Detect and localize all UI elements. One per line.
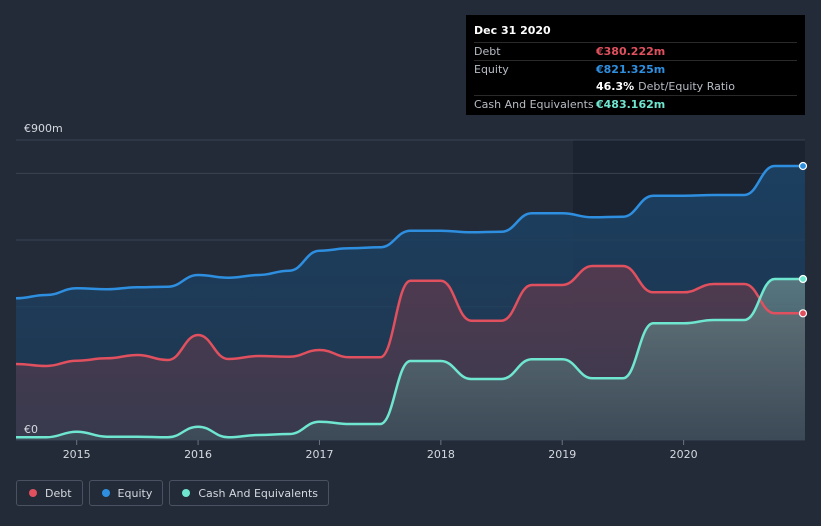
cash-line [16,277,805,439]
debt-line [15,264,805,368]
tooltip-panel: Dec 31 2020 Debt €380.222m Equity €821.3… [466,15,805,115]
cash-dot-icon [182,489,191,497]
x-tick-label: 2020 [670,448,698,461]
tooltip-debt-value: €380.222m [596,45,666,58]
cash-endpoint [798,274,808,284]
x-tick-label: 2019 [548,448,576,461]
axis-ticks: €900m €0 2015 2016 2017 2018 2019 2020 [24,122,698,461]
x-tick-label: 2018 [427,448,455,461]
tooltip-equity-label: Equity [474,63,509,76]
legend-cash-label: Cash And Equivalents [198,486,318,500]
tooltip-ratio-value: 46.3% [596,80,635,93]
debt-endpoint [798,309,808,318]
tooltip-equity-value: €821.325m [596,63,666,76]
tooltip-row-equity: Equity €821.325m [474,60,797,78]
legend-item-equity[interactable]: Equity [88,480,164,506]
series-areas [16,166,805,440]
legend-item-cash[interactable]: Cash And Equivalents [169,480,329,506]
legend-equity-label: Equity [117,486,153,500]
x-tick-label: 2016 [184,448,212,461]
tooltip-ratio-label: Debt/Equity Ratio [638,80,735,93]
debt-dot-icon [29,489,37,497]
legend-debt-label: Debt [45,486,72,500]
legend-item-debt[interactable]: Debt [16,480,83,506]
y-tick-label: €900m [24,122,63,135]
tooltip-row-ratio: 46.3% Debt/Equity Ratio [474,78,797,95]
tooltip-row-debt: Debt €380.222m [474,42,797,60]
x-tick-label: 2017 [305,448,333,461]
tooltip-cash-label: Cash And Equivalents [474,98,594,111]
equity-endpoint [798,161,808,171]
tooltip-cash-value: €483.162m [596,98,666,111]
tooltip-debt-label: Debt [474,45,501,58]
y-tick-label: €0 [24,423,38,436]
equity-line [15,164,805,300]
legend: Debt Equity Cash And Equivalents [16,480,329,506]
equity-dot-icon [101,489,110,497]
tooltip-date: Dec 31 2020 [474,24,551,37]
x-tick-label: 2015 [63,448,91,461]
cash-area [16,279,805,440]
series-endpoints [798,161,808,318]
series-lines [15,164,805,439]
tooltip-row-cash: Cash And Equivalents €483.162m [474,95,797,113]
